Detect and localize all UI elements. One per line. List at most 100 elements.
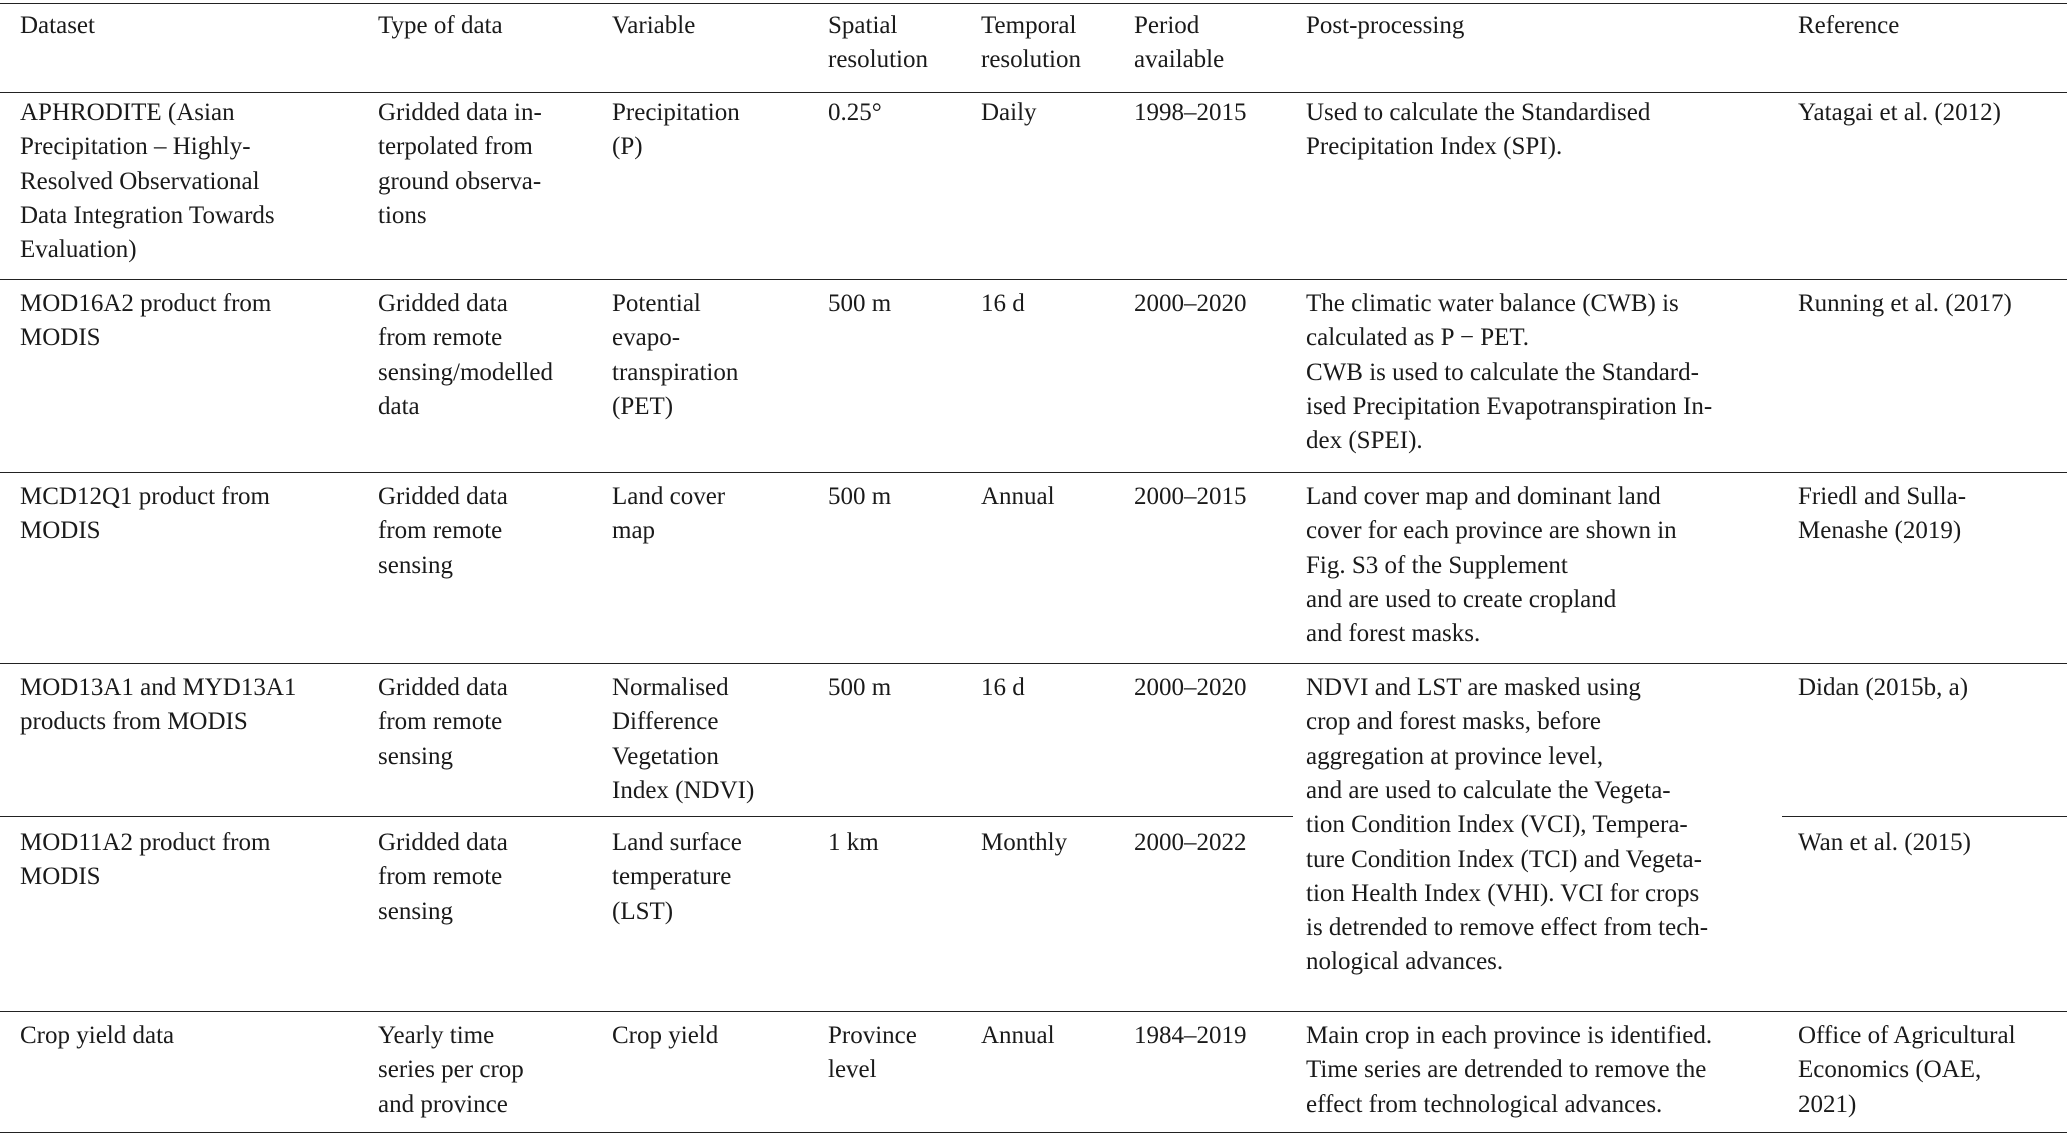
cell-text: aggregation at province level, bbox=[1306, 742, 1604, 770]
cell-text: Vegetation bbox=[612, 742, 719, 770]
cell-text: 16 d bbox=[981, 674, 1025, 701]
cell-text: and are used to calculate the Vegeta- bbox=[1306, 776, 1671, 804]
cell-text: from remote bbox=[378, 863, 503, 891]
cell-text: MODIS bbox=[20, 517, 101, 545]
cell-text: APHRODITE (Asian bbox=[20, 99, 235, 126]
cell-text: terpolated from bbox=[378, 133, 533, 161]
cell-text: 1 km bbox=[828, 829, 879, 856]
cell-text: MOD16A2 product from bbox=[20, 290, 272, 317]
cell-text: series per crop bbox=[378, 1056, 524, 1084]
cell-text: tions bbox=[378, 201, 427, 229]
cell-text: Potential bbox=[612, 290, 701, 317]
cell-text: available bbox=[1134, 46, 1225, 74]
cell-text: crop and forest masks, before bbox=[1306, 708, 1602, 736]
cell-text: Time series are detrended to remove the bbox=[1306, 1056, 1707, 1084]
cell-text: evapo- bbox=[612, 324, 681, 352]
cell-text: MOD11A2 product from bbox=[20, 829, 271, 856]
cell-text: Friedl and Sulla- bbox=[1798, 483, 1967, 510]
cell-text: MODIS bbox=[20, 863, 101, 891]
cell-text: Dataset bbox=[20, 12, 95, 39]
table-rule bbox=[1782, 816, 2067, 817]
cell-text: Land cover map and dominant land bbox=[1306, 483, 1661, 510]
table-rule bbox=[0, 92, 2067, 93]
cell-text: from remote bbox=[378, 708, 503, 736]
cell-text: Precipitation bbox=[612, 99, 740, 126]
cell-text: Running et al. (2017) bbox=[1798, 290, 2012, 317]
cell-text: 16 d bbox=[981, 290, 1025, 317]
cell-text: sensing bbox=[378, 551, 453, 579]
cell-text: nological advances. bbox=[1306, 948, 1504, 976]
cell-text: MOD13A1 and MYD13A1 bbox=[20, 674, 297, 701]
cell-text: Fig. S3 of the Supplement bbox=[1306, 551, 1568, 579]
cell-text: Land surface bbox=[612, 829, 742, 856]
cell-text: Gridded data bbox=[378, 829, 508, 856]
cell-text: Office of Agricultural bbox=[1798, 1022, 2016, 1049]
cell-text: ture Condition Index (TCI) and Vegeta- bbox=[1306, 845, 1702, 873]
cell-text: 0.25° bbox=[828, 99, 882, 126]
cell-text: 1998–2015 bbox=[1134, 99, 1247, 126]
cell-text: products from MODIS bbox=[20, 708, 248, 736]
cell-text: 2000–2020 bbox=[1134, 290, 1247, 317]
cell-text: resolution bbox=[981, 46, 1081, 74]
table-rule bbox=[0, 663, 2067, 664]
cell-text: Gridded data bbox=[378, 483, 508, 510]
cell-text: calculated as P − PET. bbox=[1306, 324, 1530, 352]
cell-text: temperature bbox=[612, 863, 732, 891]
cell-text: Economics (OAE, bbox=[1798, 1056, 1982, 1084]
cell-text: tion Condition Index (VCI), Tempera- bbox=[1306, 811, 1688, 839]
cell-text: is detrended to remove effect from tech- bbox=[1306, 914, 1709, 942]
cell-text: (PET) bbox=[612, 392, 674, 420]
table-rule bbox=[0, 279, 2067, 280]
cell-text: ground observa- bbox=[378, 167, 542, 195]
cell-text: and are used to create cropland bbox=[1306, 585, 1617, 613]
cell-text: (LST) bbox=[612, 897, 674, 925]
cell-text: Monthly bbox=[981, 829, 1068, 856]
cell-text: Main crop in each province is identified… bbox=[1306, 1022, 1713, 1049]
cell-text: The climatic water balance (CWB) is bbox=[1306, 290, 1679, 317]
cell-text: 500 m bbox=[828, 674, 892, 701]
cell-text: Gridded data in- bbox=[378, 99, 542, 126]
cell-text: 2000–2022 bbox=[1134, 829, 1247, 856]
table-rule bbox=[0, 472, 2067, 473]
table-rule bbox=[0, 816, 1293, 817]
cell-text: Reference bbox=[1798, 12, 1900, 39]
cell-text: sensing/modelled bbox=[378, 358, 553, 386]
table-rule bbox=[0, 1132, 2067, 1133]
cell-text: Used to calculate the Standardised bbox=[1306, 99, 1651, 126]
cell-text: Precipitation – Highly- bbox=[20, 133, 251, 161]
cell-text: Gridded data bbox=[378, 674, 508, 701]
cell-text: sensing bbox=[378, 742, 453, 770]
cell-text: map bbox=[612, 517, 656, 545]
cell-text: tion Health Index (VHI). VCI for crops bbox=[1306, 879, 1700, 907]
cell-text: (P) bbox=[612, 133, 643, 161]
cell-text: ised Precipitation Evapotranspiration In… bbox=[1306, 392, 1713, 420]
cell-text: NDVI and LST are masked using bbox=[1306, 674, 1641, 701]
cell-text: and forest masks. bbox=[1306, 620, 1481, 648]
cell-text: Crop yield bbox=[612, 1022, 719, 1049]
cell-text: 500 m bbox=[828, 290, 892, 317]
cell-text: Index (NDVI) bbox=[612, 776, 755, 804]
cell-text: Type of data bbox=[378, 12, 503, 39]
cell-text: level bbox=[828, 1056, 877, 1084]
cell-text: Gridded data bbox=[378, 290, 508, 317]
cell-text: Spatial bbox=[828, 12, 898, 39]
cell-text: cover for each province are shown in bbox=[1306, 517, 1677, 545]
cell-text: transpiration bbox=[612, 358, 739, 386]
cell-text: Didan (2015b, a) bbox=[1798, 674, 1969, 701]
cell-text: Variable bbox=[612, 12, 696, 39]
cell-text: MODIS bbox=[20, 324, 101, 352]
cell-text: Daily bbox=[981, 99, 1037, 126]
cell-text: MCD12Q1 product from bbox=[20, 483, 270, 510]
cell-text: Precipitation Index (SPI). bbox=[1306, 133, 1563, 161]
cell-text: Post-processing bbox=[1306, 12, 1465, 39]
cell-text: Annual bbox=[981, 1022, 1055, 1049]
cell-text: Period bbox=[1134, 12, 1200, 39]
cell-text: Land cover bbox=[612, 483, 726, 510]
cell-text: Resolved Observational bbox=[20, 167, 260, 195]
table-rule bbox=[0, 1011, 2067, 1012]
cell-text: Menashe (2019) bbox=[1798, 517, 1962, 545]
cell-text: Difference bbox=[612, 708, 719, 736]
cell-text: resolution bbox=[828, 46, 928, 74]
cell-text: from remote bbox=[378, 324, 503, 352]
